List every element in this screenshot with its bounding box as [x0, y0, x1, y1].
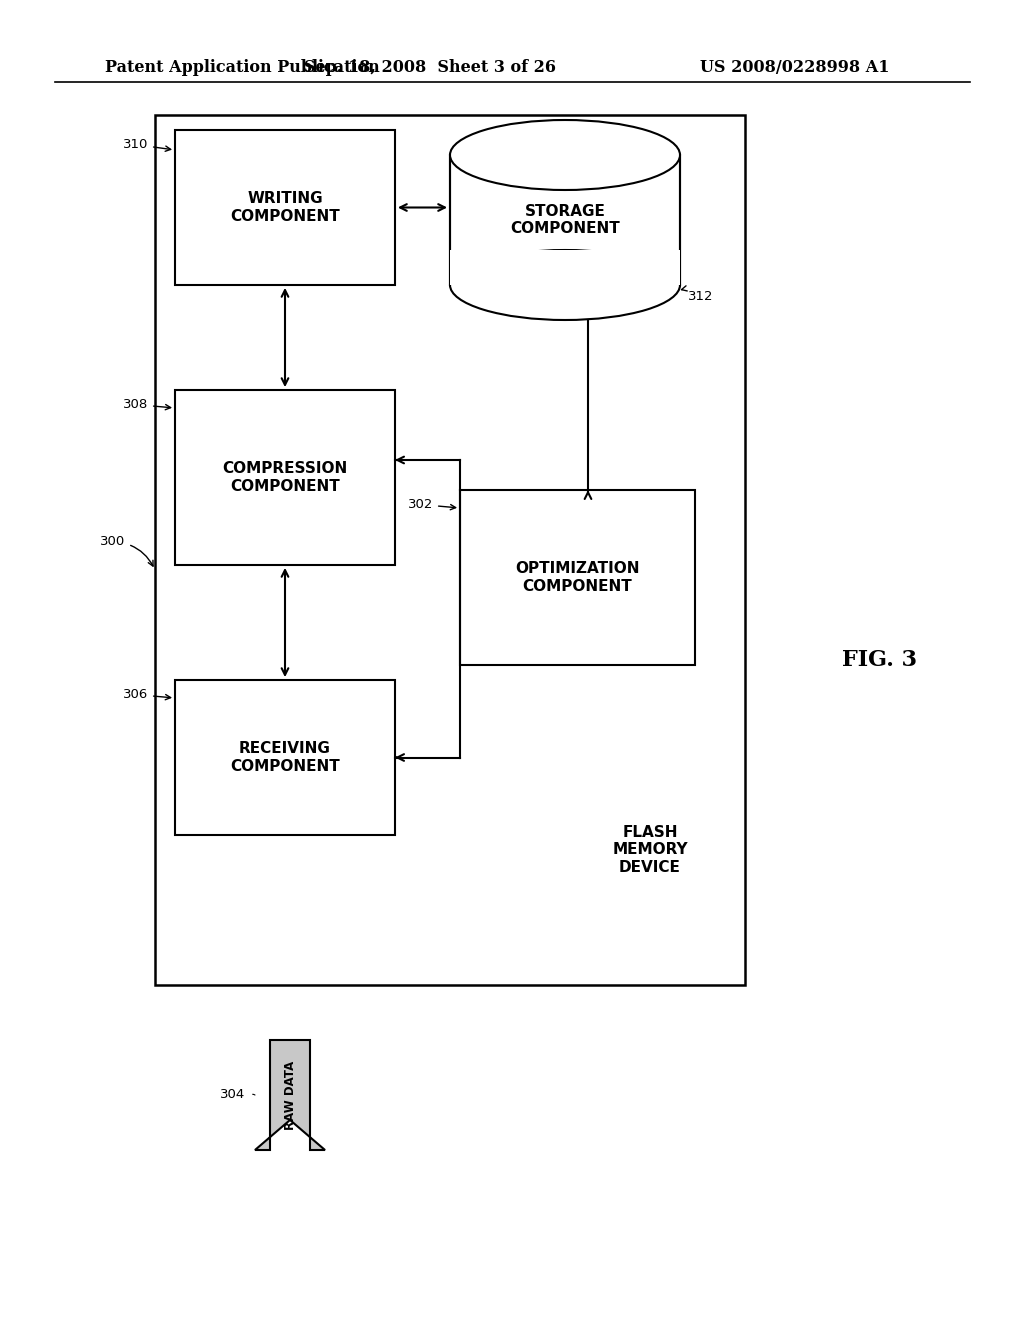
Ellipse shape [450, 120, 680, 190]
Text: OPTIMIZATION
COMPONENT: OPTIMIZATION COMPONENT [515, 561, 640, 594]
Text: 300: 300 [100, 535, 153, 566]
Bar [155, 115, 745, 985]
Text: Patent Application Publication: Patent Application Publication [105, 59, 380, 77]
Text: US 2008/0228998 A1: US 2008/0228998 A1 [700, 59, 890, 77]
Text: Sep. 18, 2008  Sheet 3 of 26: Sep. 18, 2008 Sheet 3 of 26 [304, 59, 556, 77]
Text: 306: 306 [123, 688, 171, 701]
Bar [450, 249, 680, 285]
Text: FIG. 3: FIG. 3 [843, 649, 918, 671]
Bar [175, 680, 395, 836]
Text: RECEIVING
COMPONENT: RECEIVING COMPONENT [230, 742, 340, 774]
Text: 308: 308 [123, 399, 171, 411]
Text: RAW DATA: RAW DATA [284, 1060, 297, 1130]
Text: 304: 304 [220, 1089, 245, 1101]
Text: 310: 310 [123, 139, 171, 152]
Text: 312: 312 [681, 286, 714, 304]
Text: WRITING
COMPONENT: WRITING COMPONENT [230, 191, 340, 223]
Bar [175, 389, 395, 565]
Text: COMPRESSION
COMPONENT: COMPRESSION COMPONENT [222, 461, 347, 494]
Bar [450, 154, 680, 285]
Text: STORAGE
COMPONENT: STORAGE COMPONENT [510, 203, 620, 236]
Text: FLASH
MEMORY
DEVICE: FLASH MEMORY DEVICE [612, 825, 688, 875]
Text: 302: 302 [408, 498, 456, 511]
Bar [460, 490, 695, 665]
Ellipse shape [450, 249, 680, 319]
Bar [175, 129, 395, 285]
Polygon shape [255, 1040, 325, 1150]
